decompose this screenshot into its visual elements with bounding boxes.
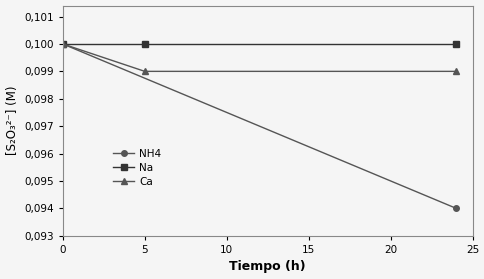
Line: Na: Na xyxy=(60,41,458,47)
Line: Ca: Ca xyxy=(60,41,458,74)
Ca xyxy=(60,42,65,45)
X-axis label: Tiempo (h): Tiempo (h) xyxy=(229,260,305,273)
Ca xyxy=(453,70,458,73)
Legend: NH4, Na, Ca: NH4, Na, Ca xyxy=(109,144,165,191)
Na xyxy=(60,42,65,45)
Na xyxy=(453,42,458,45)
Na xyxy=(142,42,148,45)
Y-axis label: [S₂O₃²⁻] (M): [S₂O₃²⁻] (M) xyxy=(5,86,18,155)
Ca xyxy=(142,70,148,73)
